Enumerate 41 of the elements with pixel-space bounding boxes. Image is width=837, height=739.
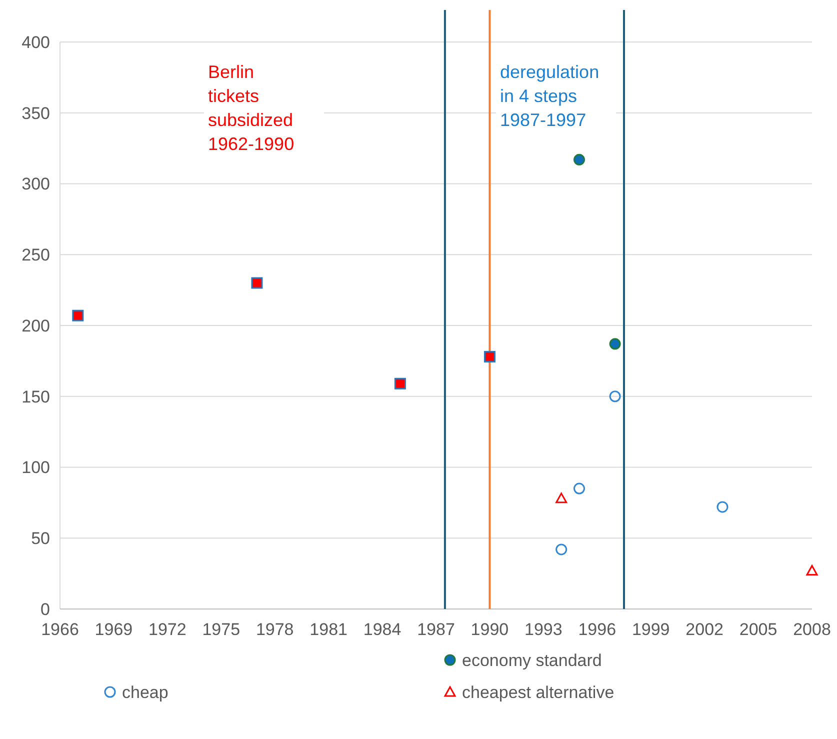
- y-tick-label: 200: [22, 316, 50, 336]
- x-tick-label: 1981: [310, 620, 348, 639]
- x-tick-label: 1972: [148, 620, 186, 639]
- x-tick-label: 2005: [739, 620, 778, 639]
- x-tick-label: 1987: [417, 620, 455, 639]
- y-tick-label: 150: [22, 387, 50, 406]
- point: [573, 482, 585, 494]
- y-tick-label: 300: [22, 174, 50, 194]
- x-tick-label: 1966: [41, 620, 79, 639]
- y-tick-label: 400: [22, 32, 50, 52]
- x-tick-label: 2008: [793, 620, 831, 639]
- point: [573, 154, 585, 166]
- x-tick-label: 1990: [470, 620, 509, 639]
- x-tick-label: 1969: [94, 620, 133, 639]
- x-tick-label: 1996: [578, 620, 616, 639]
- point: [556, 544, 568, 556]
- point: [806, 564, 818, 576]
- point: [609, 338, 621, 350]
- y-tick-label: 0: [40, 600, 50, 619]
- x-tick-label: 1975: [202, 620, 240, 639]
- x-tick-label: 1999: [632, 620, 670, 639]
- y-tick-label: 350: [22, 104, 50, 123]
- point: [716, 501, 728, 513]
- annotation: Berlin tickets subsidized 1962-1990: [208, 62, 294, 154]
- y-tick-label: 100: [22, 458, 50, 478]
- x-tick-label: 1978: [256, 620, 294, 639]
- point: [394, 378, 406, 390]
- point: [484, 350, 496, 362]
- legend-label: economy standard: [462, 650, 602, 670]
- y-tick-label: 50: [31, 529, 50, 548]
- y-tick-label: 250: [22, 246, 50, 265]
- legend-label: cheap: [122, 682, 168, 702]
- point: [609, 390, 621, 402]
- x-tick-label: 1993: [524, 620, 562, 639]
- annotation: deregulation in 4 steps 1987-1997: [500, 62, 600, 130]
- x-tick-label: 1984: [363, 620, 402, 639]
- legend-label: cheapest alternative: [462, 682, 614, 702]
- point: [251, 277, 263, 289]
- x-tick-label: 2002: [686, 620, 724, 639]
- point: [556, 492, 568, 504]
- point: [72, 310, 84, 322]
